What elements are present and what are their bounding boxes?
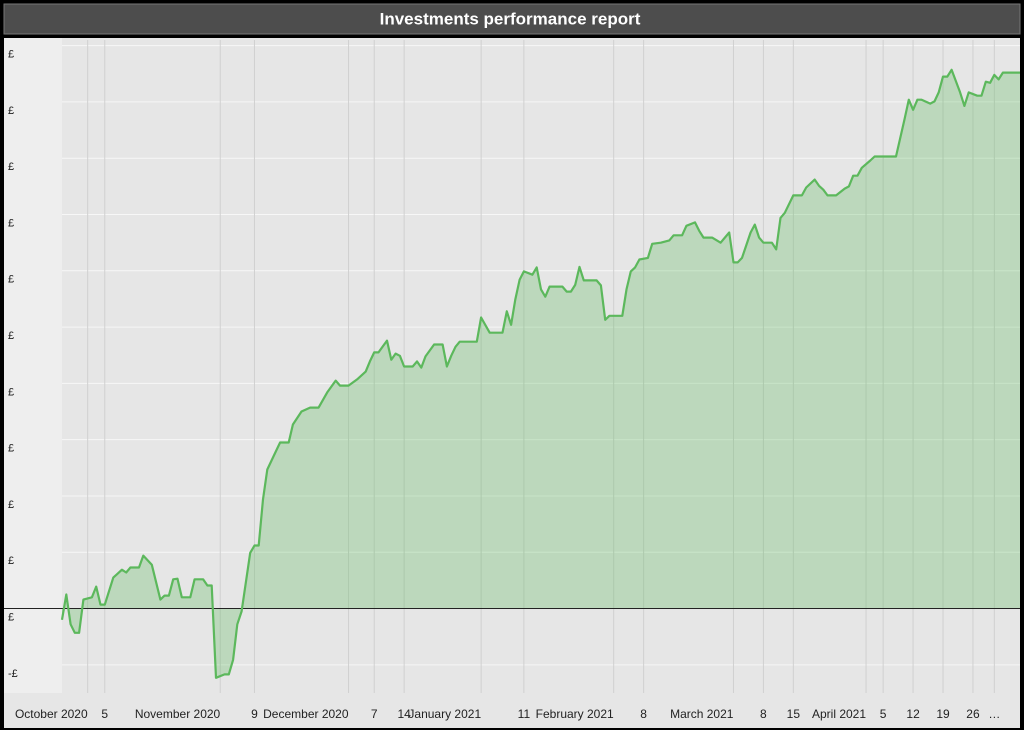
x-tick-label: January 2021 [408, 707, 481, 721]
chart-title: Investments performance report [380, 9, 641, 28]
x-tick-label: November 2020 [135, 707, 221, 721]
x-tick-label: April 2021 [812, 707, 866, 721]
y-tick-label: £ [8, 274, 14, 286]
x-tick-label: 11 [518, 707, 531, 721]
x-tick-label: 19 [936, 707, 950, 721]
y-tick-label: £ [8, 217, 14, 229]
y-tick-label: £ [8, 443, 14, 455]
y-tick-label: £ [8, 330, 14, 342]
x-tick-label: 5 [101, 707, 108, 721]
x-tick-label: 8 [640, 707, 647, 721]
x-tick-label: 7 [371, 707, 378, 721]
y-axis-strip [4, 38, 62, 693]
x-tick-label: 9 [251, 707, 258, 721]
x-tick-label: 8 [760, 707, 767, 721]
y-tick-label: £ [8, 161, 14, 173]
y-tick-label: -£ [8, 668, 18, 680]
x-tick-label: February 2021 [536, 707, 614, 721]
y-tick-label: £ [8, 105, 14, 117]
x-tick-label: 14 [397, 707, 411, 721]
x-tick-label: December 2020 [263, 707, 349, 721]
x-tick-label: 12 [906, 707, 920, 721]
x-tick-label: October 2020 [15, 707, 88, 721]
line [60, 68, 1020, 679]
y-tick-label: £ [8, 611, 14, 623]
y-tick-label: £ [8, 49, 14, 61]
y-tick-label: £ [8, 555, 14, 567]
x-tick-label: … [988, 707, 1000, 721]
x-tick-label: 26 [966, 707, 980, 721]
title-bar [3, 3, 1021, 35]
y-tick-label: £ [8, 499, 14, 511]
x-tick-label: March 2021 [670, 707, 734, 721]
x-tick-label: 15 [787, 707, 801, 721]
y-tick-label: £ [8, 386, 14, 398]
x-tick-label: 5 [880, 707, 887, 721]
